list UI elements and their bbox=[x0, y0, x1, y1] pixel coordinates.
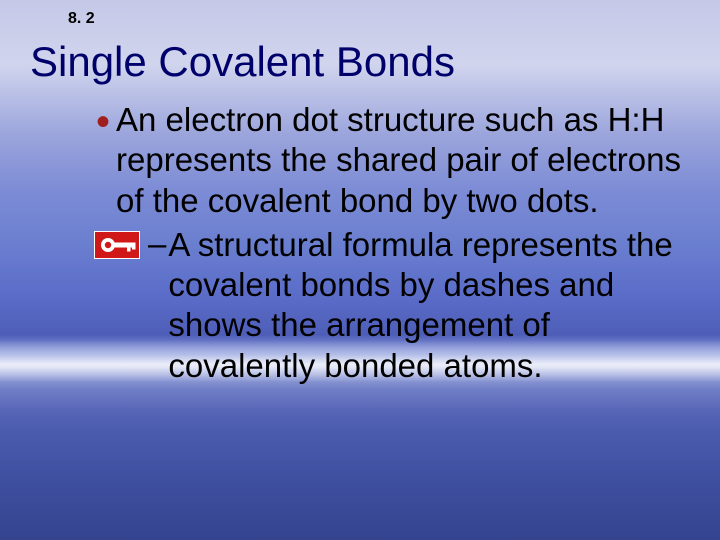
sub-bullet-text: A structural formula represents the cova… bbox=[168, 225, 690, 386]
slide-title: Single Covalent Bonds bbox=[30, 38, 455, 86]
sub-bullet-item: –A structural formula represents the cov… bbox=[94, 225, 690, 386]
slide: 8. 2 Single Covalent Bonds • An electron… bbox=[0, 0, 720, 540]
bullet-text: An electron dot structure such as H:H re… bbox=[116, 100, 690, 221]
bullet-dot-icon: • bbox=[96, 102, 110, 142]
key-icon bbox=[94, 231, 140, 264]
slide-content: • An electron dot structure such as H:H … bbox=[96, 100, 690, 386]
sub-bullet-dash: – bbox=[148, 225, 166, 263]
bullet-item: • An electron dot structure such as H:H … bbox=[96, 100, 690, 221]
section-number: 8. 2 bbox=[68, 10, 95, 28]
